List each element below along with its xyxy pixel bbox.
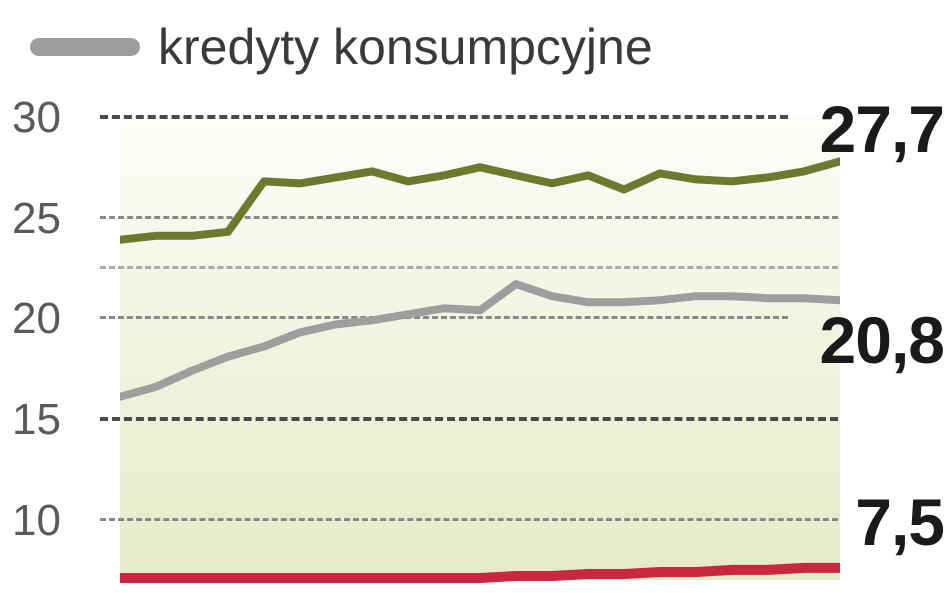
y-tick-label: 25 — [12, 194, 61, 244]
series-end-label: 7,5 — [855, 484, 944, 560]
chart-area: 3025201510 27,720,87,5 — [0, 100, 948, 593]
gridline — [100, 216, 838, 219]
legend: kredyty konsumpcyjne — [30, 18, 653, 76]
gridline — [100, 518, 838, 521]
gridline — [100, 266, 838, 269]
y-tick-label: 30 — [12, 93, 61, 143]
gridline — [100, 417, 838, 421]
gridline — [100, 115, 788, 119]
y-tick-label: 10 — [12, 496, 61, 546]
series-end-label: 27,7 — [820, 91, 944, 167]
y-tick-label: 20 — [12, 294, 61, 344]
series-end-label: 20,8 — [820, 302, 944, 378]
plot-background — [120, 115, 840, 580]
legend-label: kredyty konsumpcyjne — [158, 18, 653, 76]
legend-swatch — [30, 38, 140, 56]
gridline — [100, 316, 788, 319]
y-tick-label: 15 — [12, 395, 61, 445]
